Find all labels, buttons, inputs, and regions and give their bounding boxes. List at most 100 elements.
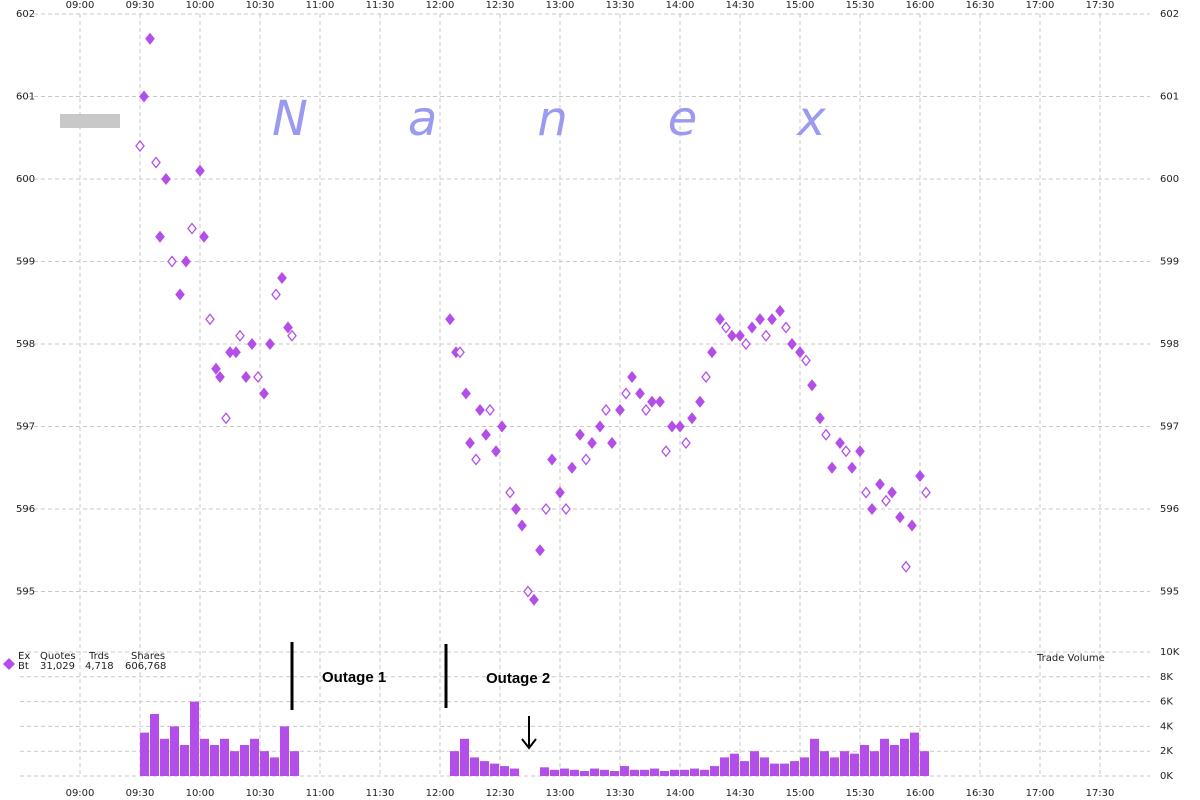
price-point — [455, 346, 465, 359]
volume-bar — [880, 738, 889, 776]
x-tick-label: 13:00 — [546, 0, 575, 11]
stats-header: Ex — [18, 651, 30, 662]
price-point — [601, 403, 611, 417]
price-point — [667, 420, 677, 433]
watermark: Nanex — [272, 91, 926, 147]
volume-bar — [640, 769, 649, 776]
x-tick-label: 11:30 — [366, 0, 395, 11]
volume-bar — [890, 745, 899, 776]
price-point — [253, 370, 263, 384]
y-tick-label: 10K — [1160, 647, 1180, 658]
x-tick-label: 16:00 — [906, 788, 935, 799]
y-tick-label: 596 — [16, 504, 35, 515]
x-tick-label: 13:30 — [606, 0, 635, 11]
volume-bar — [610, 771, 619, 776]
price-point — [647, 395, 657, 408]
x-tick-label: 09:30 — [126, 0, 155, 11]
price-point — [161, 172, 171, 186]
price-point — [807, 379, 817, 392]
price-point — [707, 346, 717, 359]
volume-bar — [230, 751, 239, 776]
price-point — [241, 370, 251, 384]
price-point — [505, 486, 515, 499]
x-tick-label: 16:00 — [906, 0, 935, 11]
stats-cell: 4,718 — [85, 661, 114, 672]
price-point — [915, 469, 925, 483]
price-point — [481, 428, 491, 441]
x-tick-label: 12:30 — [486, 788, 515, 799]
volume-bar — [500, 766, 509, 776]
stats-cell: 606,768 — [125, 661, 166, 672]
price-point — [861, 486, 871, 499]
volume-bar — [660, 771, 669, 776]
volume-bar — [780, 763, 789, 776]
volume-bar — [860, 745, 869, 776]
volume-bar — [510, 768, 519, 776]
y-tick-label: 595 — [1160, 587, 1179, 598]
volume-bar — [870, 751, 879, 776]
volume-bar — [760, 757, 769, 776]
price-point — [475, 403, 485, 417]
price-point — [887, 486, 897, 499]
x-tick-label: 11:00 — [306, 0, 335, 11]
price-point — [841, 445, 851, 458]
x-tick-label: 09:30 — [126, 788, 155, 799]
x-tick-label: 12:00 — [426, 788, 455, 799]
price-point — [847, 461, 857, 474]
volume-bar — [270, 757, 279, 776]
y-tick-label: 8K — [1160, 672, 1173, 683]
volume-bar — [190, 701, 199, 776]
x-tick-label: 10:00 — [186, 0, 215, 11]
x-tick-label: 14:30 — [726, 0, 755, 11]
volume-bar — [480, 761, 489, 776]
price-point — [695, 395, 705, 408]
price-point — [259, 387, 269, 400]
price-point — [821, 428, 831, 441]
x-tick-label: 15:30 — [846, 788, 875, 799]
y-tick-label: 600 — [1160, 174, 1179, 185]
y-tick-label: 601 — [16, 92, 35, 103]
volume-bar — [290, 751, 299, 776]
price-point — [215, 370, 225, 384]
volume-bar — [790, 761, 799, 776]
volume-bar — [210, 745, 219, 776]
price-point — [235, 329, 245, 342]
price-point — [181, 255, 191, 268]
price-point — [621, 387, 631, 400]
price-point — [561, 502, 571, 516]
price-point — [655, 395, 665, 408]
price-point — [675, 420, 685, 433]
x-tick-label: 14:00 — [666, 788, 695, 799]
premarket-quote — [60, 114, 120, 128]
price-point — [567, 461, 577, 474]
stats-header: Quotes — [40, 651, 76, 662]
x-tick-label: 12:00 — [426, 0, 455, 11]
x-tick-label: 11:00 — [306, 788, 335, 799]
volume-bar — [540, 767, 549, 776]
y-tick-label: 601 — [1160, 92, 1179, 103]
volume-bar — [770, 763, 779, 776]
arrow — [521, 716, 537, 750]
price-point — [187, 222, 197, 235]
price-point — [787, 337, 797, 351]
volume-title: Trade Volume — [1036, 653, 1105, 664]
x-tick-label: 14:30 — [726, 788, 755, 799]
y-tick-label: 597 — [1160, 422, 1179, 433]
price-point — [907, 519, 917, 532]
volume-bar — [900, 738, 909, 776]
price-point — [135, 139, 145, 153]
price-point — [781, 321, 791, 334]
price-point — [547, 453, 557, 466]
price-point — [271, 288, 281, 301]
volume-bar — [620, 766, 629, 776]
price-point — [855, 445, 865, 458]
price-point — [775, 304, 785, 318]
x-tick-label: 16:30 — [966, 788, 995, 799]
price-point — [735, 329, 745, 342]
price-point — [517, 519, 527, 532]
price-point — [615, 403, 625, 417]
annotation: Outage 2 — [486, 670, 550, 687]
volume-bar — [160, 738, 169, 776]
price-point — [801, 354, 811, 367]
